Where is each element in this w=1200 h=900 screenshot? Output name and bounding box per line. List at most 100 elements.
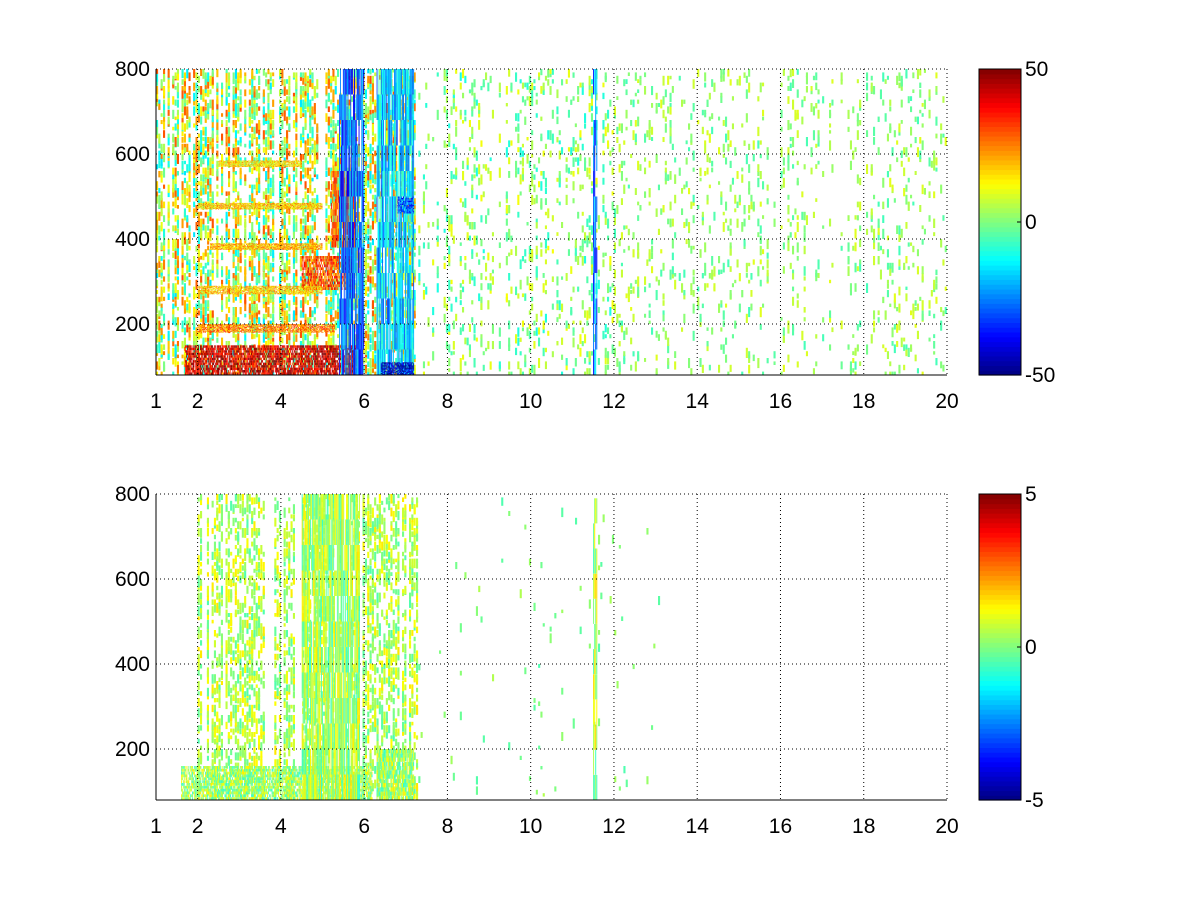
- heatmap-cell: [234, 188, 237, 193]
- heatmap-cell: [510, 371, 513, 375]
- heatmap-cell: [364, 324, 367, 330]
- heatmap-cell: [207, 245, 210, 251]
- heatmap-cell: [248, 364, 251, 373]
- heatmap-cell: [209, 228, 212, 235]
- heatmap-cell: [174, 188, 177, 197]
- heatmap-cell: [448, 358, 451, 367]
- heatmap-cell: [183, 300, 186, 309]
- heatmap-cell: [792, 245, 795, 255]
- heatmap-cell: [464, 262, 467, 270]
- heatmap-cell: [156, 211, 159, 220]
- heatmap-cell: [193, 256, 196, 264]
- heatmap-cell: [209, 279, 212, 288]
- heatmap-cell: [202, 184, 205, 195]
- heatmap-cell: [251, 167, 254, 174]
- heatmap-cell: [255, 147, 258, 157]
- heatmap-cell: [556, 116, 559, 125]
- heatmap-cell: [163, 276, 166, 282]
- heatmap-cell: [422, 198, 425, 205]
- heatmap-cell: [255, 235, 258, 241]
- heatmap-cell: [736, 218, 739, 228]
- heatmap-cell: [286, 283, 289, 292]
- heatmap-cell: [281, 354, 284, 359]
- heatmap-cell: [306, 273, 309, 283]
- heatmap-cell: [197, 330, 200, 340]
- heatmap-cell: [759, 279, 762, 287]
- heatmap-cell: [646, 259, 649, 266]
- heatmap-cell: [475, 371, 478, 375]
- heatmap-cell: [286, 89, 289, 95]
- heatmap-cell: [748, 262, 751, 267]
- heatmap-cell: [371, 174, 374, 184]
- heatmap-cell: [258, 154, 261, 164]
- heatmap-cell: [304, 354, 307, 364]
- heatmap-cell: [258, 86, 261, 91]
- heatmap-cell: [688, 358, 691, 369]
- heatmap-cell: [232, 147, 235, 157]
- heatmap-cell: [288, 303, 291, 312]
- heatmap-cell: [234, 347, 237, 355]
- heatmap-cell: [468, 235, 471, 241]
- heatmap-cell: [558, 174, 561, 184]
- heatmap-cell: [741, 123, 744, 128]
- heatmap-cell: [489, 75, 492, 84]
- heatmap-cell: [655, 368, 658, 374]
- heatmap-cell: [597, 215, 600, 225]
- heatmap-cell: [330, 86, 333, 93]
- heatmap-cell: [176, 194, 179, 201]
- heatmap-cell: [265, 300, 268, 305]
- heatmap-cell: [330, 290, 333, 296]
- heatmap-cell: [418, 259, 421, 267]
- heatmap-cell: [207, 300, 210, 307]
- heatmap-cell: [413, 130, 416, 141]
- heatmap-cell: [174, 160, 177, 167]
- heatmap-cell: [183, 344, 186, 351]
- heatmap-cell: [528, 310, 531, 315]
- heatmap-cell: [183, 337, 186, 347]
- heatmap-cell: [163, 215, 166, 222]
- heatmap-cell: [491, 232, 494, 237]
- heatmap-cell: [602, 133, 605, 143]
- heatmap-cell: [531, 364, 534, 373]
- heatmap-cell: [181, 167, 184, 173]
- heatmap-cell: [283, 232, 286, 239]
- heatmap-cell: [637, 215, 640, 221]
- heatmap-cell: [395, 154, 398, 161]
- heatmap-cell: [186, 120, 189, 130]
- heatmap-cell: [299, 154, 302, 165]
- heatmap-cell: [216, 273, 219, 278]
- heatmap-cell: [332, 334, 335, 343]
- heatmap-cell: [526, 137, 529, 141]
- heatmap-cell: [574, 147, 577, 153]
- heatmap-cell: [163, 296, 166, 301]
- heatmap-cell: [674, 232, 677, 239]
- heatmap-cell: [706, 167, 709, 175]
- heatmap-cell: [671, 266, 674, 275]
- heatmap-cell: [172, 317, 175, 322]
- heatmap-cell: [367, 171, 370, 181]
- heatmap-cell: [613, 347, 616, 352]
- heatmap-cell: [466, 215, 469, 224]
- heatmap-cell: [281, 290, 284, 299]
- heatmap-cell: [281, 198, 284, 203]
- heatmap-cell: [748, 205, 751, 214]
- heatmap-cell: [660, 208, 663, 215]
- heatmap-cell: [309, 249, 312, 259]
- heatmap-cell: [200, 92, 203, 100]
- heatmap-cell: [279, 69, 282, 77]
- heatmap-cell: [302, 174, 305, 179]
- heatmap-cell: [731, 96, 734, 101]
- heatmap-cell: [339, 157, 342, 165]
- heatmap-cell: [671, 143, 674, 150]
- heatmap-cell: [286, 361, 289, 370]
- heatmap-cell: [604, 354, 607, 365]
- heatmap-cell: [286, 167, 289, 176]
- heatmap-cell: [406, 215, 409, 226]
- heatmap-cell: [436, 239, 439, 247]
- heatmap-cell: [204, 300, 207, 309]
- heatmap-cell: [311, 177, 314, 182]
- heatmap-cell: [371, 218, 374, 227]
- heatmap-cell: [197, 211, 200, 221]
- heatmap-cell: [478, 259, 481, 265]
